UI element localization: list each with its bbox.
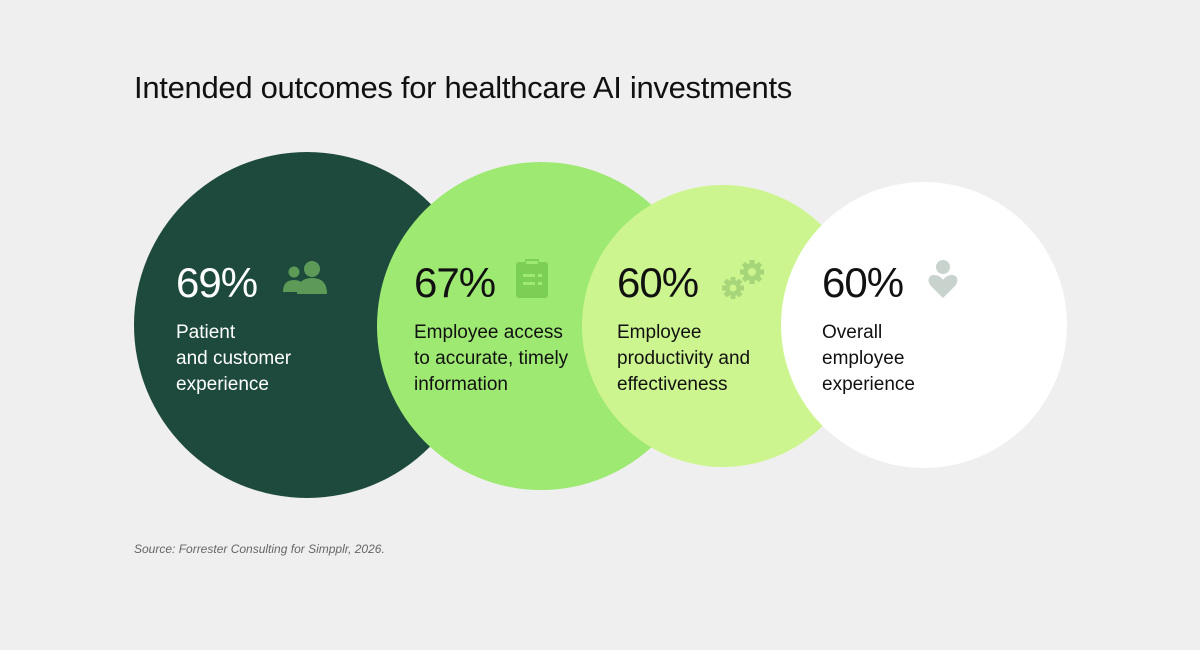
bubble-overall-employee — [781, 182, 1067, 468]
clipboard-icon — [513, 258, 553, 305]
value-label: 69% — [176, 259, 258, 306]
label-line: Employee — [617, 322, 702, 343]
label-line: to accurate, timely — [414, 348, 569, 369]
label-line: experience — [176, 374, 269, 395]
label-line: experience — [822, 374, 915, 395]
label-line: Employee access — [414, 322, 563, 343]
outcome-label: Overall employee experience — [822, 320, 915, 398]
value-label: 60% — [617, 259, 699, 306]
label-line: Overall — [822, 322, 883, 343]
people-icon — [280, 258, 332, 303]
label-line: employee — [822, 348, 905, 369]
label-line: and customer — [176, 348, 292, 369]
chart-title: Intended outcomes for healthcare AI inve… — [134, 70, 792, 105]
label-line: Patient — [176, 322, 236, 343]
source-note: Source: Forrester Consulting for Simpplr… — [134, 542, 385, 556]
label-line: productivity and — [617, 348, 751, 369]
label-line: information — [414, 374, 508, 395]
outcome-label: Patient and customer experience — [176, 320, 291, 398]
outcome-label: Employee productivity and effectiveness — [617, 320, 750, 398]
value-label: 60% — [822, 259, 904, 306]
person-heart-icon — [926, 258, 962, 307]
label-line: effectiveness — [617, 374, 728, 395]
gears-icon — [719, 258, 767, 307]
value-label: 67% — [414, 259, 496, 306]
outcome-label: Employee access to accurate, timely info… — [414, 320, 568, 398]
